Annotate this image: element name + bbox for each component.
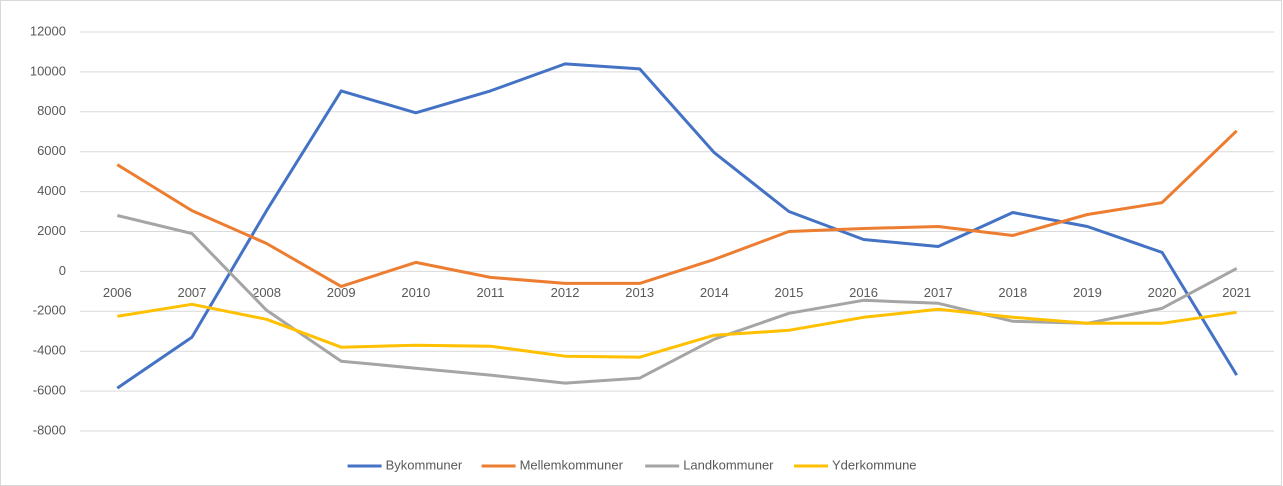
legend-label: Landkommuner: [683, 457, 774, 472]
x-tick-label: 2020: [1148, 285, 1177, 300]
x-tick-label: 2018: [998, 285, 1027, 300]
series-line: [116, 214, 1238, 385]
x-tick-label: 2010: [401, 285, 430, 300]
x-tick-label: 2013: [625, 285, 654, 300]
y-tick-label: 12000: [30, 23, 66, 38]
y-tick-label: 10000: [30, 63, 66, 78]
series-line: [117, 302, 1237, 359]
legend-label: Bykommuner: [386, 457, 463, 472]
x-tick-label: 2009: [327, 285, 356, 300]
x-tick-label: 2007: [177, 285, 206, 300]
series-line: [116, 62, 1238, 390]
x-tick-label: 2015: [774, 285, 803, 300]
x-tick-label: 2011: [476, 285, 504, 300]
y-tick-label: 8000: [37, 103, 66, 118]
legend-label: Mellemkommuner: [520, 457, 624, 472]
y-tick-label: -2000: [33, 303, 66, 318]
x-tick-label: 2017: [924, 285, 953, 300]
x-tick-label: 2012: [551, 285, 580, 300]
x-tick-label: 2014: [700, 285, 729, 300]
y-tick-label: -6000: [33, 383, 66, 398]
y-tick-label: -4000: [33, 343, 66, 358]
x-tick-label: 2021: [1222, 285, 1251, 300]
y-tick-label: 6000: [37, 143, 66, 158]
series-line: [116, 129, 1238, 288]
y-tick-label: 0: [59, 263, 66, 278]
x-tick-label: 2016: [849, 285, 878, 300]
legend-label: Yderkommune: [832, 457, 917, 472]
x-tick-label: 2019: [1073, 285, 1102, 300]
x-tick-label: 2006: [103, 285, 132, 300]
y-tick-label: 2000: [37, 223, 66, 238]
y-tick-label: -8000: [33, 422, 66, 437]
x-tick-label: 2008: [252, 285, 281, 300]
y-tick-label: 4000: [37, 183, 66, 198]
